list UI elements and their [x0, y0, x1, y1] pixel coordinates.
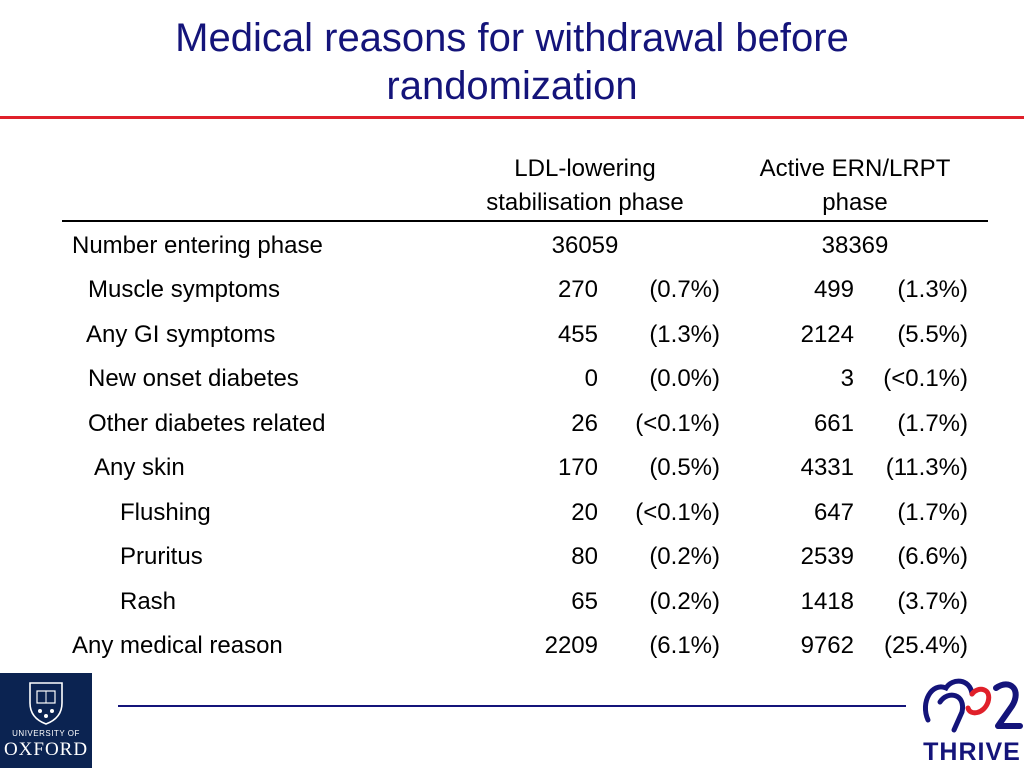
oxford-university-text: UNIVERSITY OF: [12, 729, 80, 738]
cell-count: 661: [813, 409, 854, 437]
cell-count: 499: [813, 276, 854, 303]
thrive-logo: THRIVE: [918, 672, 1024, 768]
cell-percent: (6.1%): [649, 632, 720, 659]
cell-percent: (<0.1%): [635, 409, 720, 437]
header-divider: [62, 220, 988, 222]
cell-count: 2124: [800, 320, 854, 348]
footer-divider: [118, 705, 906, 707]
cell-percent: (0.2%): [649, 543, 720, 570]
row-label: Other diabetes related: [88, 409, 326, 437]
cell-count: 3: [840, 365, 854, 392]
cell-count: 80: [571, 543, 598, 570]
cell-percent: (0.0%): [649, 365, 720, 392]
cell-percent: (0.7%): [649, 276, 720, 303]
oxford-crest-icon: [29, 682, 63, 725]
table-row: Other diabetes related 26 (<0.1%) 661 (1.7%): [0, 404, 1024, 444]
cell-percent: (1.7%): [897, 409, 968, 437]
oxford-logo: UNIVERSITY OF OXFORD: [0, 673, 92, 768]
column-header-line: phase: [822, 189, 888, 216]
cell-percent: (1.3%): [649, 320, 720, 348]
table-row: Pruritus 80 (0.2%) 2539 (6.6%): [0, 537, 1024, 577]
row-label: Pruritus: [120, 543, 203, 570]
title-divider: [0, 116, 1024, 119]
row-label: Rash: [120, 587, 177, 615]
cell-percent: (0.5%): [649, 454, 720, 481]
cell-percent: (25.4%): [883, 632, 968, 659]
cell-count: 647: [813, 498, 854, 526]
row-label: Any skin: [94, 454, 185, 481]
table-row: Muscle symptoms 270 (0.7%) 499 (1.3%): [0, 270, 1024, 310]
cell-percent: (<0.1%): [635, 498, 720, 526]
cell-percent: (1.7%): [897, 498, 968, 526]
column-header-line: Active ERN/LRPT: [759, 155, 951, 182]
cell-count: 38369: [821, 232, 889, 259]
cell-count: 1418: [800, 587, 854, 615]
cell-count: 0: [584, 365, 598, 392]
row-label: Any GI symptoms: [86, 320, 276, 348]
table-row: Any GI symptoms 455 (1.3%) 2124 (5.5%): [0, 315, 1024, 355]
cell-count: 65: [571, 587, 598, 615]
cell-count: 4331: [800, 454, 854, 481]
cell-count: 2209: [544, 632, 598, 659]
cell-percent: (1.3%): [897, 276, 968, 303]
thrive-wordmark: THRIVE: [923, 738, 1021, 766]
row-label: Any medical reason: [72, 632, 283, 659]
cell-count: 455: [557, 320, 598, 348]
cell-percent: (3.7%): [897, 587, 968, 615]
table-row: New onset diabetes 0 (0.0%) 3 (<0.1%): [0, 359, 1024, 399]
cell-count: 36059: [551, 232, 619, 259]
hps2-logo-icon: [922, 678, 1023, 733]
table-row: Flushing 20 (<0.1%) 647 (1.7%): [0, 493, 1024, 533]
column-header-ldl: LDL-lowering stabilisation phase: [448, 152, 722, 220]
column-header-line: LDL-lowering: [514, 155, 656, 182]
column-header-line: stabilisation phase: [486, 189, 684, 216]
oxford-wordmark: OXFORD: [3, 739, 89, 760]
table-row: Any skin 170 (0.5%) 4331 (11.3%): [0, 448, 1024, 488]
cell-count: 2539: [800, 543, 854, 570]
cell-count: 170: [557, 454, 598, 481]
table-row: Any medical reason 2209 (6.1%) 9762 (25.4%): [0, 626, 1024, 666]
cell-percent: (0.2%): [649, 587, 720, 615]
cell-count: 9762: [800, 632, 854, 659]
cell-count: 26: [571, 409, 598, 437]
table-row: Rash 65 (0.2%) 1418 (3.7%): [0, 582, 1024, 622]
cell-percent: (11.3%): [885, 454, 968, 481]
cell-percent: (5.5%): [897, 320, 968, 348]
cell-percent: (6.6%): [897, 543, 968, 570]
table-row-entering: Number entering phase 36059 38369: [0, 226, 1024, 266]
row-label: Number entering phase: [72, 232, 323, 259]
row-label: Flushing: [120, 498, 211, 526]
cell-count: 20: [571, 498, 598, 526]
row-label: Muscle symptoms: [88, 276, 281, 303]
row-label: New onset diabetes: [88, 365, 299, 392]
cell-count: 270: [557, 276, 598, 303]
cell-percent: (<0.1%): [883, 365, 968, 392]
slide-title: Medical reasons for withdrawal before ra…: [175, 16, 849, 108]
column-header-active: Active ERN/LRPT phase: [730, 152, 980, 220]
